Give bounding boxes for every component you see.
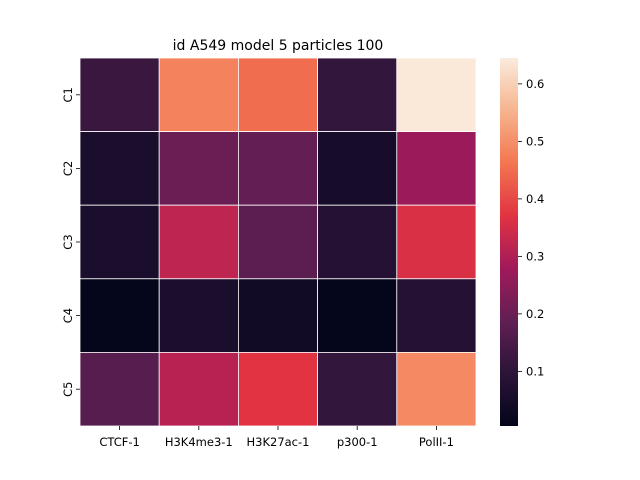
- heatmap-cell-C3-CTCF-1: [79, 204, 160, 280]
- heatmap-cell-C5-CTCF-1: [79, 351, 160, 427]
- x-axis-ticks: CTCF-1 H3K4me3-1 H3K27ac-1 p300-1 PolII-1: [99, 426, 454, 449]
- heatmap-cell-C3-H3K4me3-1: [158, 204, 239, 280]
- heatmap-cell-C2-CTCF-1: [79, 131, 160, 206]
- heatmap-cell-C2-PolII-1: [396, 131, 477, 206]
- heatmap-cell-C5-H3K4me3-1: [158, 351, 239, 427]
- x-tick-label: H3K27ac-1: [247, 435, 310, 449]
- heatmap-cell-C3-p300-1: [317, 204, 398, 280]
- colorbar-ticks: 0.1 0.2 0.3 0.4 0.5 0.6: [518, 77, 544, 378]
- heatmap-cell-C4-H3K4me3-1: [158, 278, 239, 353]
- colorbar-tick-label: 0.5: [526, 134, 544, 148]
- chart-title: id A549 model 5 particles 100: [173, 38, 384, 54]
- colorbar-tick-label: 0.1: [526, 364, 544, 378]
- heatmap-cell-C1-p300-1: [317, 57, 398, 132]
- x-tick-label: CTCF-1: [99, 435, 140, 449]
- heatmap-cell-C1-PolII-1: [396, 57, 477, 132]
- heatmap-cell-C2-H3K27ac-1: [237, 131, 318, 206]
- y-tick-label: C4: [61, 308, 75, 323]
- heatmap-cell-C4-H3K27ac-1: [237, 278, 318, 353]
- heatmap-cell-C4-PolII-1: [396, 278, 477, 353]
- colorbar-tick-label: 0.3: [526, 249, 544, 263]
- heatmap-cell-C4-CTCF-1: [79, 278, 160, 353]
- colorbar-tick-label: 0.4: [526, 192, 544, 206]
- y-axis-ticks: C1 C2 C3 C4 C5: [61, 87, 80, 397]
- x-tick-label: H3K4me3-1: [165, 435, 233, 449]
- heatmap-cell-C1-CTCF-1: [79, 57, 160, 132]
- y-tick-label: C3: [61, 234, 75, 249]
- heatmap-cell-C5-PolII-1: [396, 351, 477, 427]
- heatmap-cell-C3-H3K27ac-1: [237, 204, 318, 280]
- colorbar-tick-label: 0.6: [526, 77, 544, 91]
- colorbar: [500, 58, 518, 426]
- heatmap-cell-C1-H3K4me3-1: [158, 57, 239, 132]
- y-tick-label: C5: [61, 382, 75, 397]
- heatmap-cell-C2-H3K4me3-1: [158, 131, 239, 206]
- heatmap-cell-C2-p300-1: [317, 131, 398, 206]
- heatmap-cells: [79, 57, 477, 427]
- y-tick-label: C2: [61, 161, 75, 176]
- heatmap-cell-C5-p300-1: [317, 351, 398, 427]
- heatmap-cell-C4-p300-1: [317, 278, 398, 353]
- heatmap-cell-C5-H3K27ac-1: [237, 351, 318, 427]
- x-tick-label: PolII-1: [419, 435, 454, 449]
- heatmap-cell-C1-H3K27ac-1: [237, 57, 318, 132]
- heatmap-cell-C3-PolII-1: [396, 204, 477, 280]
- colorbar-tick-label: 0.2: [526, 307, 544, 321]
- x-tick-label: p300-1: [337, 435, 378, 449]
- y-tick-label: C1: [61, 87, 75, 102]
